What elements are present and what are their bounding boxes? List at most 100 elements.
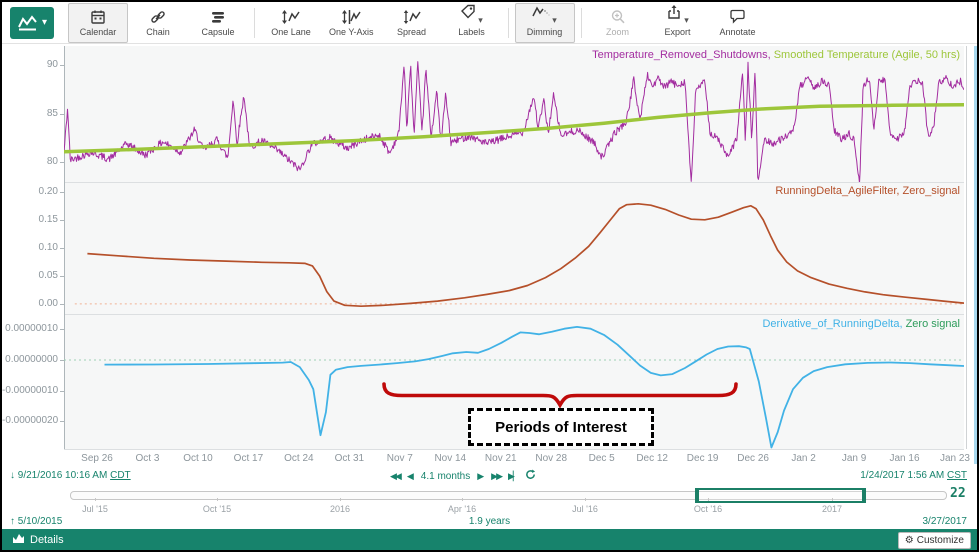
- toolbar-button-label: Export: [664, 27, 691, 37]
- lane-legend[interactable]: Derivative_of_RunningDelta, Zero signal: [762, 318, 960, 330]
- legend-item[interactable]: Zero signal: [905, 318, 960, 330]
- investigate-end-date[interactable]: 3/27/2017: [922, 516, 968, 527]
- series-Smoothed Temperature (Agile, 50 hrs)[interactable]: [64, 103, 964, 154]
- toolbar-button-annotate[interactable]: Annotate: [708, 3, 768, 43]
- capsule-icon: [210, 8, 226, 25]
- x-axis-label: Nov 14: [434, 453, 467, 464]
- legend-item[interactable]: Zero_signal: [902, 185, 960, 197]
- investigate-range-icon[interactable]: 22: [950, 486, 966, 501]
- series-RunningDelta_AgileFilter[interactable]: [87, 202, 964, 308]
- temperature-lane-chart[interactable]: [64, 47, 964, 182]
- range-step-controls: ◀◀ ◀ 4.1 months ▶ ▶▶ ▶▏: [390, 469, 536, 483]
- chevron-down-icon: ▾: [684, 15, 689, 25]
- series-Temperature_Removed_Shutdowns[interactable]: [64, 61, 964, 182]
- details-toggle[interactable]: Details: [12, 532, 64, 547]
- legend-item[interactable]: Temperature_Removed_Shutdowns: [592, 49, 768, 61]
- timebar-tick: [708, 498, 709, 501]
- toolbar-button-dimming[interactable]: ▾ Dimming: [514, 2, 575, 43]
- toolbar-button-label: Calendar: [79, 27, 117, 37]
- toolbar-button-spread[interactable]: Spread: [382, 3, 442, 43]
- y-axis-tick-label: 0.00000000: [5, 354, 58, 366]
- toolbar-button-chain[interactable]: Chain: [128, 3, 188, 43]
- toolbar-button-calendar[interactable]: Calendar: [68, 2, 128, 43]
- display-range-start[interactable]: ↓ 9/21/2016 10:16 AM CDT: [10, 470, 131, 481]
- dimming-icon: [532, 4, 551, 25]
- chain-icon: [150, 8, 166, 25]
- details-bar: Details ⚙ Customize: [2, 529, 977, 550]
- y-axis-tick: [60, 275, 64, 277]
- x-axis-label: Nov 28: [535, 453, 568, 464]
- up-arrow-icon: ↑: [10, 516, 15, 527]
- lane-legend[interactable]: RunningDelta_AgileFilter, Zero_signal: [775, 185, 960, 197]
- panel-right-edge: [974, 46, 977, 464]
- step-back-button[interactable]: ◀: [406, 470, 414, 481]
- y-axis-tick-label: -0.00000020: [2, 415, 59, 427]
- brace-annotation: [382, 382, 738, 409]
- range-start-label: 5/10/2015: [17, 516, 63, 527]
- timebar-label: Oct '15: [202, 504, 232, 514]
- step-forward-button[interactable]: ▶: [477, 470, 485, 481]
- display-range-end[interactable]: 1/24/2017 1:56 AM CST: [860, 470, 967, 481]
- toolbar-button-one-y-axis[interactable]: One Y-Axis: [321, 3, 382, 43]
- legend-item[interactable]: Smoothed Temperature (Agile, 50 hrs): [773, 49, 960, 61]
- legend-item[interactable]: ,: [896, 185, 903, 197]
- step-to-end-button[interactable]: ▶▏: [508, 470, 520, 481]
- toolbar-button-label: Spread: [397, 27, 427, 37]
- toolbar-button-zoom[interactable]: Zoom: [588, 3, 648, 43]
- x-axis-label: Oct 10: [183, 453, 213, 464]
- toolbar-button-labels[interactable]: ▾ Labels: [442, 3, 502, 43]
- lane-legend[interactable]: Temperature_Removed_Shutdowns, Smoothed …: [592, 49, 960, 61]
- magnifier-icon: [610, 8, 626, 25]
- trend-plot-background[interactable]: [64, 46, 964, 449]
- toolbar-separator: [580, 7, 582, 38]
- toolbar-button-capsule[interactable]: Capsule: [188, 3, 248, 43]
- toolbar-button-export[interactable]: ▾ Export: [648, 3, 708, 43]
- slider-handle-left[interactable]: [695, 488, 699, 503]
- legend-item[interactable]: RunningDelta_AgileFilter: [775, 185, 897, 197]
- customize-button[interactable]: ⚙ Customize: [897, 532, 971, 549]
- investigate-start-date[interactable]: ↑ 5/10/2015: [10, 516, 62, 527]
- slider-handle-right[interactable]: [862, 488, 866, 503]
- trend-view-button[interactable]: ▾: [10, 6, 54, 39]
- legend-item[interactable]: ,: [899, 318, 906, 330]
- legend-item[interactable]: Derivative_of_RunningDelta: [762, 318, 900, 330]
- chevron-down-icon: ▾: [552, 15, 557, 25]
- toolbar-button-label: Annotate: [719, 27, 756, 37]
- y-axis-tick: [60, 303, 64, 305]
- runningdelta-lane-chart[interactable]: [64, 182, 964, 314]
- timebar-tick: [217, 498, 218, 501]
- time-slider-row: 22: [2, 486, 977, 504]
- lane-separator: [64, 449, 964, 450]
- investigate-span-label[interactable]: 1.9 years: [468, 516, 511, 527]
- series-Derivative_of_RunningDelta[interactable]: [104, 326, 965, 449]
- legend-item[interactable]: ,: [767, 49, 774, 61]
- calendar-icon: [90, 8, 106, 25]
- plot-right-edge: [966, 46, 967, 449]
- duration-label[interactable]: 4.1 months: [420, 470, 471, 482]
- end-timezone-link[interactable]: CST: [947, 470, 967, 481]
- step-forward-fast-button[interactable]: ▶▶: [491, 470, 503, 481]
- y-axis-tick: [60, 390, 64, 392]
- derivative-lane-chart[interactable]: [64, 314, 964, 449]
- trend-icon: [18, 14, 37, 30]
- start-timezone-link[interactable]: CDT: [110, 470, 131, 481]
- timebar-label: Apr '16: [447, 504, 477, 514]
- customize-label: Customize: [916, 535, 964, 546]
- timebar-labels: Jul '15 Oct '15 2016 Apr '16 Jul '16 Oct '16 2…: [2, 498, 977, 515]
- chevron-down-icon: ▾: [41, 17, 48, 28]
- timebar-tick: [585, 498, 586, 501]
- y-axis-tick-label: 80: [46, 156, 58, 168]
- time-slider-track[interactable]: [70, 491, 947, 500]
- refresh-icon[interactable]: [525, 469, 536, 483]
- down-arrow-icon: ↓: [10, 470, 15, 481]
- timebar-label: 2016: [329, 504, 351, 514]
- y-axis-tick-label: 0.20: [38, 186, 58, 198]
- step-back-fast-button[interactable]: ◀◀: [390, 470, 402, 481]
- toolbar-button-label: Dimming: [526, 27, 563, 37]
- x-axis-labels: Sep 26 Oct 3 Oct 10 Oct 17 Oct 24 Oct 31 Nov 7…: [2, 453, 977, 467]
- area-chart-icon: [12, 532, 25, 547]
- x-axis-label: Dec 26: [737, 453, 769, 464]
- toolbar-button-label: Zoom: [606, 27, 630, 37]
- time-slider-selection[interactable]: [695, 488, 866, 503]
- toolbar-button-one-lane[interactable]: One Lane: [261, 3, 321, 43]
